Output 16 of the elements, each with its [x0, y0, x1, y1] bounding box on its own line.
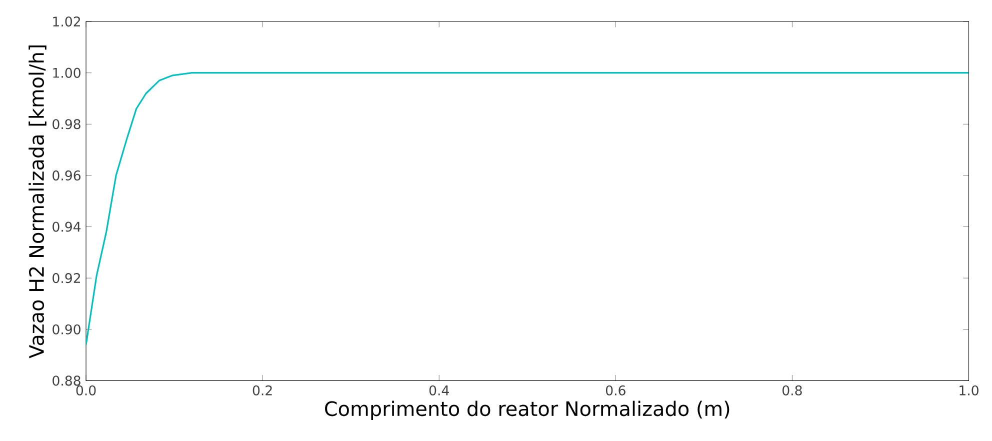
y-tick-label: 0.98: [52, 119, 80, 130]
y-tick-label: 0.90: [52, 324, 80, 334]
x-tick-label: 0.4: [429, 385, 449, 396]
x-tick-label: 0.2: [252, 385, 272, 396]
y-tick-label: 0.94: [52, 222, 81, 232]
x-tick-label: 0.8: [782, 385, 802, 396]
x-tick-label: 0.6: [606, 385, 626, 396]
y-tick-label: 0.96: [52, 170, 80, 180]
y-axis-title: Vazao H2 Normalizada [kmol/h]: [28, 45, 46, 358]
y-tick-label: 1.00: [53, 68, 80, 78]
y-tick-label: 0.92: [52, 272, 80, 284]
x-axis-title: Comprimento do reator Normalizado (m): [325, 400, 730, 420]
y-tick-label: 1.02: [53, 16, 80, 26]
y-tick-label: 0.88: [52, 376, 80, 386]
x-tick-label: 1.0: [960, 385, 978, 396]
x-tick-label: 0.0: [76, 385, 96, 396]
